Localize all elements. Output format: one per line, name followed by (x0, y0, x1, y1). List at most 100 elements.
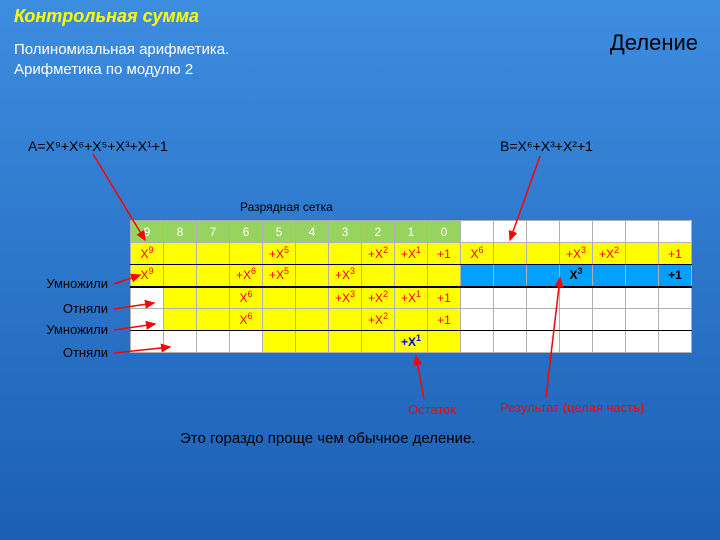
row-label-2: Отняли (8, 301, 108, 316)
subtitle-line1: Полиномиальная арифметика. (14, 41, 229, 58)
grid-cell: 5 (263, 221, 296, 243)
grid-cell (593, 331, 626, 353)
grid-cell (461, 265, 494, 287)
grid-cell: +X1 (395, 287, 428, 309)
grid-cell (395, 309, 428, 331)
grid-cell (197, 331, 230, 353)
polynomial-b: B=X⁶+X³+X²+1 (500, 138, 593, 154)
grid-cell: 9 (131, 221, 164, 243)
division-grid: 9876543210X9+X5+X2+X1+1X6+X3+X2+1X9+X6+X… (130, 220, 692, 353)
polynomial-b-text: B=X⁶+X³+X²+1 (500, 138, 593, 154)
grid-cell (626, 243, 659, 265)
grid-cell (164, 265, 197, 287)
grid-cell (593, 309, 626, 331)
grid-cell (263, 309, 296, 331)
grid-cell: 7 (197, 221, 230, 243)
grid-cell (131, 309, 164, 331)
grid-cell (626, 265, 659, 287)
grid-cell (131, 331, 164, 353)
subtitle-line2: Арифметика по модулю 2 (14, 61, 193, 78)
row-label-4: Отняли (8, 345, 108, 360)
polynomial-a: A=X⁹+X⁶+X⁵+X³+X¹+1 (28, 138, 168, 154)
result-label: Результат (целая часть) (500, 400, 644, 415)
grid-cell: X9 (131, 265, 164, 287)
grid-cell (395, 265, 428, 287)
grid-cell (197, 287, 230, 309)
operation-label: Деление (610, 30, 698, 56)
grid-cell: X6 (461, 243, 494, 265)
grid-cell (593, 221, 626, 243)
grid-cell (494, 309, 527, 331)
grid-cell (626, 331, 659, 353)
grid-cell (461, 309, 494, 331)
grid-cell (494, 331, 527, 353)
grid-cell (164, 309, 197, 331)
grid-cell: 3 (329, 221, 362, 243)
result-text: Результат (целая часть) (500, 400, 644, 415)
grid-cell (527, 243, 560, 265)
grid-cell: +X5 (263, 243, 296, 265)
grid-cell (296, 331, 329, 353)
grid-cell: +1 (428, 287, 461, 309)
grid-cell (230, 331, 263, 353)
grid-cell (593, 287, 626, 309)
grid-cell (527, 287, 560, 309)
grid-cell: +X1 (395, 331, 428, 353)
footer-text: Это гораздо проще чем обычное деление. (180, 430, 475, 447)
grid-cell (560, 331, 593, 353)
grid-cell (659, 331, 692, 353)
grid-cell (494, 243, 527, 265)
grid-cell: 1 (395, 221, 428, 243)
grid-cell (197, 243, 230, 265)
remainder-label: Остаток (408, 402, 456, 417)
grid-cell (461, 331, 494, 353)
grid-cell (296, 243, 329, 265)
grid-cell (560, 309, 593, 331)
grid-cell (494, 287, 527, 309)
grid-cell (164, 243, 197, 265)
grid-cell (164, 331, 197, 353)
grid-cell: 6 (230, 221, 263, 243)
grid-cell: +X2 (362, 287, 395, 309)
grid-caption: Разрядная сетка (240, 200, 333, 214)
grid-cell (164, 287, 197, 309)
grid-cell (527, 309, 560, 331)
operation-text: Деление (610, 30, 698, 55)
grid-cell (494, 221, 527, 243)
grid-cell (461, 221, 494, 243)
grid-cell (527, 221, 560, 243)
grid-cell: +X3 (329, 265, 362, 287)
grid-cell: +1 (659, 243, 692, 265)
subtitle: Полиномиальная арифметика. Арифметика по… (14, 40, 229, 81)
grid-cell (659, 309, 692, 331)
grid-cell (329, 243, 362, 265)
grid-cell (659, 287, 692, 309)
grid-cell (263, 331, 296, 353)
grid-cell (329, 331, 362, 353)
slide-title-text: Контрольная сумма (14, 6, 199, 26)
grid-cell: X3 (560, 265, 593, 287)
grid-cell (461, 287, 494, 309)
grid-cell (296, 265, 329, 287)
grid-cell (560, 221, 593, 243)
grid-cell (428, 265, 461, 287)
grid-cell: +X2 (362, 309, 395, 331)
grid-cell (527, 331, 560, 353)
row-label-3: Умножили (8, 322, 108, 337)
grid-cell (197, 265, 230, 287)
grid-cell (329, 309, 362, 331)
grid-cell (362, 265, 395, 287)
grid-cell (296, 287, 329, 309)
grid-cell (296, 309, 329, 331)
grid-cell (428, 331, 461, 353)
grid-cell: X6 (230, 287, 263, 309)
grid-cell (197, 309, 230, 331)
footer-note: Это гораздо проще чем обычное деление. (180, 430, 475, 447)
remainder-text: Остаток (408, 402, 456, 417)
grid-cell (263, 287, 296, 309)
grid-cell (494, 265, 527, 287)
grid-cell: X9 (131, 243, 164, 265)
grid-cell: 0 (428, 221, 461, 243)
polynomial-a-text: A=X⁹+X⁶+X⁵+X³+X¹+1 (28, 138, 168, 154)
grid-cell (659, 221, 692, 243)
